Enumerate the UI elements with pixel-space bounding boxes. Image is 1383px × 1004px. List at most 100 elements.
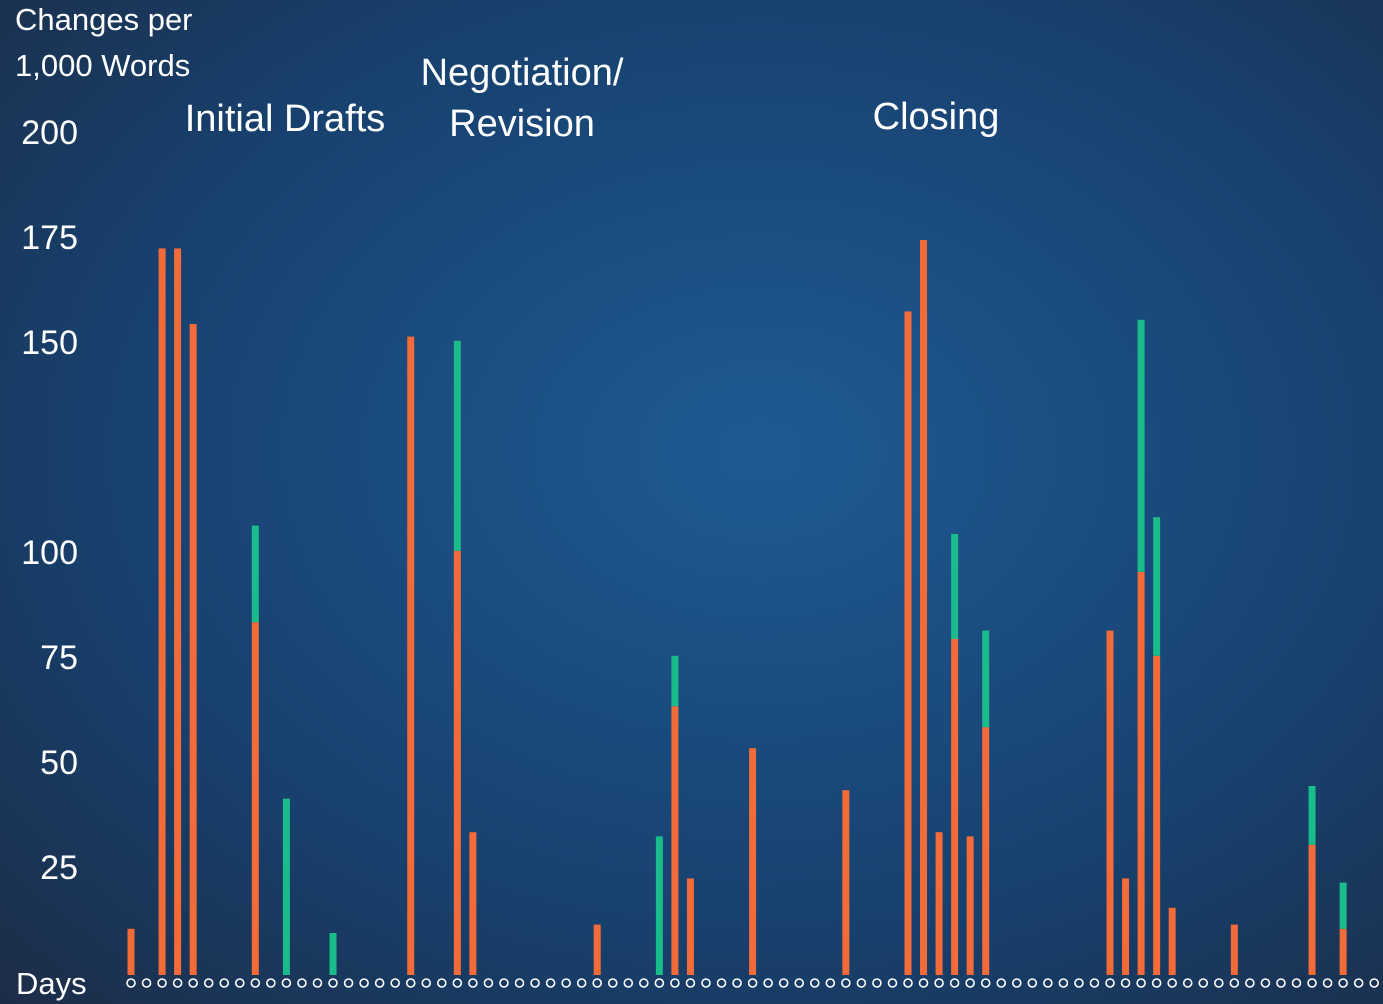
day-marker bbox=[887, 978, 898, 988]
day-marker bbox=[297, 978, 307, 988]
annotation: Revision bbox=[449, 103, 595, 145]
y-axis-label: Changes per bbox=[15, 2, 193, 37]
day-marker bbox=[1353, 978, 1364, 988]
bar-segment bbox=[1122, 878, 1130, 975]
bar-segment bbox=[1137, 319, 1145, 572]
y-tick-label: 150 bbox=[21, 324, 78, 362]
day-marker bbox=[903, 978, 913, 988]
day-marker bbox=[1229, 978, 1240, 988]
bar-segment bbox=[982, 727, 990, 975]
day-marker bbox=[980, 978, 991, 988]
day-marker bbox=[219, 978, 230, 988]
day-marker bbox=[1058, 978, 1069, 988]
y-tick-label: 75 bbox=[40, 639, 78, 677]
day-marker bbox=[1369, 978, 1379, 988]
day-marker bbox=[747, 978, 758, 988]
day-marker bbox=[856, 978, 867, 988]
bar-segment bbox=[1153, 655, 1161, 975]
bar-segment bbox=[920, 240, 928, 975]
day-marker bbox=[934, 978, 944, 988]
day-marker bbox=[1074, 978, 1084, 988]
day-marker bbox=[250, 978, 261, 988]
bar-segment bbox=[1106, 630, 1114, 975]
bar-segment bbox=[1339, 928, 1347, 975]
day-marker bbox=[483, 978, 494, 988]
day-marker bbox=[685, 978, 696, 988]
day-marker bbox=[421, 978, 432, 988]
day-marker bbox=[405, 978, 416, 988]
day-marker bbox=[809, 978, 820, 988]
day-marker bbox=[1260, 978, 1271, 988]
bar-segment bbox=[1339, 882, 1347, 929]
day-marker bbox=[468, 978, 478, 988]
bar-segment bbox=[671, 655, 679, 707]
day-marker bbox=[436, 978, 447, 988]
day-marker bbox=[452, 978, 463, 988]
day-marker bbox=[374, 978, 385, 988]
bar-segment bbox=[951, 639, 959, 975]
bar-segment bbox=[671, 706, 679, 975]
day-marker bbox=[1027, 978, 1038, 988]
day-marker bbox=[716, 978, 727, 988]
day-marker bbox=[701, 978, 711, 988]
day-marker bbox=[561, 978, 571, 988]
day-marker bbox=[266, 978, 276, 988]
bar-segment bbox=[935, 832, 943, 975]
y-tick-label: 200 bbox=[21, 114, 78, 152]
annotation: Closing bbox=[873, 96, 1000, 138]
day-marker bbox=[1089, 978, 1100, 988]
bar-segment bbox=[655, 836, 663, 975]
day-marker bbox=[1214, 978, 1224, 988]
day-marker bbox=[234, 978, 245, 988]
day-marker bbox=[670, 978, 680, 988]
bar-segment bbox=[469, 832, 477, 975]
day-marker bbox=[359, 978, 369, 988]
day-marker bbox=[1120, 978, 1131, 988]
day-marker bbox=[1151, 978, 1162, 988]
day-marker bbox=[918, 978, 929, 988]
bar-segment bbox=[251, 622, 259, 975]
day-marker bbox=[576, 978, 587, 988]
day-marker bbox=[343, 978, 354, 988]
day-marker bbox=[623, 978, 634, 988]
day-marker bbox=[126, 978, 136, 988]
bar-segment bbox=[1137, 571, 1145, 975]
day-marker bbox=[841, 978, 851, 988]
bar-segment bbox=[453, 340, 461, 551]
day-marker bbox=[949, 978, 960, 988]
bar-segment bbox=[1153, 517, 1161, 656]
day-marker bbox=[996, 978, 1007, 988]
day-marker bbox=[514, 978, 525, 988]
annotation: Initial Drafts bbox=[185, 98, 386, 140]
day-marker bbox=[1338, 978, 1348, 988]
day-marker bbox=[1245, 978, 1255, 988]
day-marker bbox=[654, 978, 665, 988]
day-marker bbox=[157, 978, 167, 988]
day-marker bbox=[965, 978, 975, 988]
day-marker bbox=[1276, 978, 1286, 988]
bar-segment bbox=[686, 878, 694, 975]
bar-segment bbox=[593, 924, 601, 975]
day-marker bbox=[530, 978, 540, 988]
y-tick-label: 25 bbox=[40, 849, 78, 887]
y-tick-label: 50 bbox=[40, 744, 78, 782]
bar-segment bbox=[966, 836, 974, 975]
day-marker bbox=[203, 978, 214, 988]
day-marker bbox=[639, 978, 649, 988]
day-marker bbox=[545, 978, 556, 988]
day-marker bbox=[1198, 978, 1209, 988]
day-marker bbox=[763, 978, 773, 988]
bar-segment bbox=[453, 550, 461, 975]
day-marker bbox=[607, 978, 618, 988]
y-tick-label: 100 bbox=[21, 534, 78, 572]
bar-segment bbox=[251, 525, 259, 623]
bar-segment bbox=[1168, 907, 1176, 975]
day-marker bbox=[390, 978, 400, 988]
bar-segment bbox=[1308, 786, 1316, 845]
x-axis-label: Days bbox=[16, 966, 87, 1001]
day-marker bbox=[1182, 978, 1193, 988]
day-marker bbox=[1043, 978, 1053, 988]
bar-segment bbox=[904, 311, 912, 975]
